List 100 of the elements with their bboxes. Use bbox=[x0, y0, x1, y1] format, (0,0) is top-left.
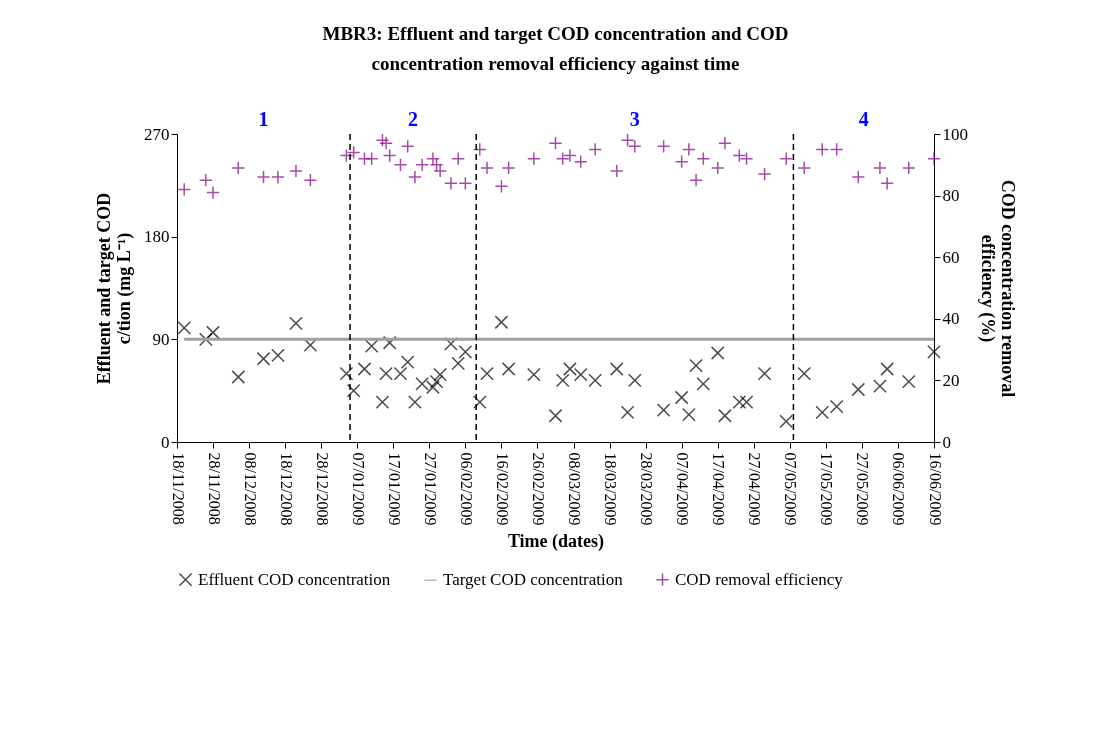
point bbox=[682, 407, 696, 422]
point bbox=[674, 154, 689, 169]
point bbox=[779, 151, 794, 166]
point bbox=[400, 139, 415, 154]
point bbox=[797, 366, 812, 381]
point bbox=[426, 380, 440, 395]
x-tick-label: 17/01/2009 bbox=[385, 452, 403, 526]
point bbox=[609, 362, 624, 376]
point bbox=[873, 379, 887, 393]
x-tick-label: 16/02/2009 bbox=[493, 452, 511, 526]
y2-tick-label: 40 bbox=[942, 309, 960, 329]
point bbox=[689, 173, 703, 188]
point bbox=[408, 170, 422, 184]
point bbox=[815, 405, 830, 420]
text: 2 bbox=[408, 108, 419, 130]
point bbox=[271, 170, 285, 184]
point bbox=[620, 405, 635, 420]
point bbox=[563, 148, 577, 163]
x-tick-label: 27/04/2009 bbox=[746, 452, 764, 526]
point bbox=[346, 145, 361, 160]
point bbox=[472, 142, 487, 157]
point bbox=[451, 151, 466, 166]
point bbox=[627, 373, 642, 388]
y2-tick-label: 0 bbox=[942, 432, 951, 452]
point bbox=[375, 133, 390, 148]
point bbox=[718, 136, 732, 151]
point bbox=[563, 362, 577, 376]
chart-title: MBR3: Effluent and target COD concentration and COD concentration removal efficiency against time bbox=[322, 23, 789, 74]
x-tick-label: 18/03/2009 bbox=[602, 452, 620, 526]
point bbox=[927, 345, 941, 359]
point bbox=[400, 355, 415, 370]
point bbox=[851, 170, 866, 184]
point bbox=[696, 151, 711, 166]
point bbox=[458, 345, 473, 359]
point bbox=[797, 161, 812, 175]
legend-label: COD removal efficiency bbox=[675, 569, 844, 589]
point bbox=[458, 176, 473, 191]
x-tick-label: 07/05/2009 bbox=[782, 452, 800, 526]
point bbox=[472, 395, 487, 409]
point bbox=[779, 414, 794, 429]
point bbox=[198, 173, 213, 188]
point bbox=[444, 176, 458, 191]
point bbox=[710, 346, 725, 360]
point bbox=[573, 367, 588, 382]
point bbox=[256, 170, 271, 184]
point bbox=[527, 151, 541, 166]
point bbox=[739, 395, 754, 409]
point bbox=[674, 390, 689, 405]
y-axis-title: Effluent and target COD c/tion (mg L⁻¹) bbox=[94, 192, 135, 385]
x-tick-label: 06/06/2009 bbox=[890, 452, 908, 526]
point bbox=[689, 358, 703, 373]
point bbox=[480, 366, 494, 381]
point bbox=[177, 321, 192, 335]
point bbox=[382, 335, 397, 350]
text: 1 bbox=[258, 108, 269, 130]
point bbox=[256, 351, 271, 366]
x-tick-label: 28/12/2008 bbox=[313, 452, 331, 526]
point bbox=[609, 164, 624, 178]
y2-tick-label: 20 bbox=[942, 370, 960, 390]
y2-axis-title: COD concentration removal efficiency (%) bbox=[977, 179, 1018, 398]
y-tick-label: 90 bbox=[152, 329, 170, 349]
point bbox=[851, 382, 866, 397]
point bbox=[656, 139, 671, 154]
point bbox=[364, 151, 379, 166]
point bbox=[829, 399, 844, 414]
point bbox=[527, 367, 541, 382]
point bbox=[501, 161, 516, 175]
y-tick-label: 0 bbox=[161, 432, 170, 452]
x-tick-label: 08/12/2008 bbox=[241, 452, 259, 526]
point bbox=[177, 182, 192, 197]
x-axis-title: Time (dates) bbox=[507, 531, 605, 553]
x-tick-label: 17/04/2009 bbox=[710, 452, 728, 526]
y2-tick-label: 80 bbox=[942, 186, 960, 206]
point bbox=[501, 362, 516, 376]
point bbox=[231, 370, 246, 384]
x-tick-label: 06/02/2009 bbox=[457, 452, 475, 526]
point bbox=[588, 142, 603, 157]
point bbox=[829, 142, 844, 157]
point bbox=[718, 408, 732, 423]
point bbox=[901, 161, 916, 175]
point bbox=[815, 142, 830, 157]
point bbox=[573, 154, 588, 169]
point bbox=[339, 366, 354, 381]
point bbox=[451, 356, 466, 371]
point bbox=[732, 395, 747, 409]
point bbox=[480, 161, 494, 175]
point bbox=[375, 395, 390, 409]
point bbox=[873, 161, 887, 175]
point bbox=[548, 408, 563, 423]
text: 3 bbox=[629, 108, 640, 130]
point bbox=[289, 316, 303, 331]
point bbox=[415, 157, 429, 172]
legend-label: Effluent COD concentration bbox=[198, 569, 391, 589]
point bbox=[393, 157, 408, 172]
point bbox=[757, 167, 772, 181]
x-tick-label: 08/03/2009 bbox=[566, 452, 584, 526]
point bbox=[494, 315, 509, 330]
point bbox=[357, 362, 372, 376]
x-tick-label: 27/05/2009 bbox=[854, 452, 872, 526]
point bbox=[757, 366, 772, 381]
